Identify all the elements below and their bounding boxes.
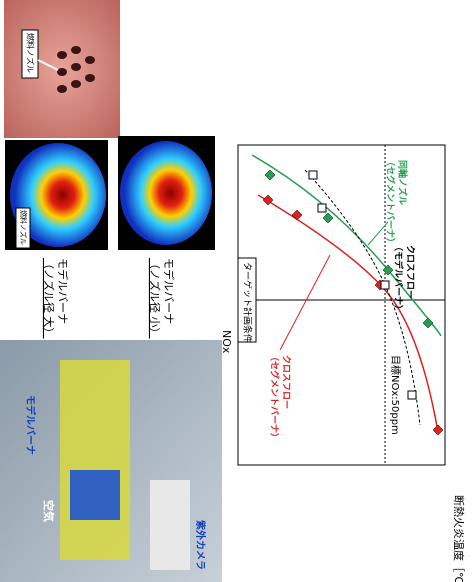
series-label: （モデルバーナ）: [393, 242, 405, 314]
burner-body: [60, 360, 130, 560]
series-label: クロスフロー: [405, 245, 416, 299]
label: 燃料ノズル: [19, 210, 28, 245]
y-axis-label: NOx: [220, 330, 233, 354]
series-label: クロスフロー: [281, 355, 292, 409]
figure: 燃料ノズル 燃料ノズル モデルバーナ （ノズル径 大） モデルバーナ （ノズル径…: [0, 0, 474, 582]
series-label: （セグメントバーナ）: [385, 157, 397, 247]
label: モデルバーナ: [24, 395, 37, 455]
caption: モデルバーナ: [162, 258, 176, 324]
series-label: 同軸ノズル: [397, 160, 409, 205]
label: 紫外カメラ: [194, 520, 207, 570]
series-label: （セグメントバーナ）: [269, 352, 281, 442]
flame: [120, 141, 212, 245]
caption: モデルバーナ: [56, 258, 70, 324]
target-condition: ターゲット計画条件: [242, 262, 254, 343]
caption: （ノズル径 小）: [148, 258, 162, 339]
label: 空気: [42, 500, 56, 522]
label: 燃料ノズル: [26, 33, 36, 73]
target-nox: 目標NOx:50ppm: [389, 355, 402, 435]
x-axis-label: 断熱火炎温度［℃］: [452, 495, 466, 582]
burner-part: [70, 470, 120, 520]
caption: （ノズル径 大）: [42, 258, 56, 339]
camera: [150, 480, 190, 570]
